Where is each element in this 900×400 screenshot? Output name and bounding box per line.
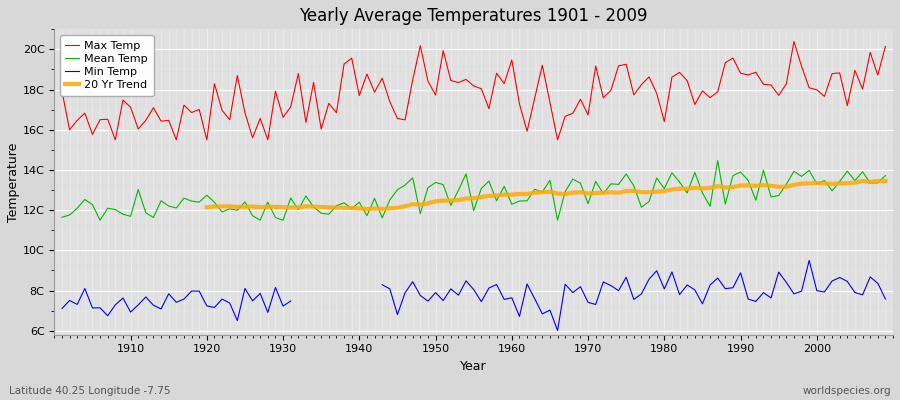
20 Yr Trend: [788, 182, 799, 187]
Max Temp: [788, 39, 799, 44]
20 Yr Trend: [880, 178, 891, 183]
Line: 20 Yr Trend: 20 Yr Trend: [207, 181, 886, 209]
Max Temp: [606, 88, 616, 93]
Min Temp: [507, 295, 517, 300]
20 Yr Trend: [292, 205, 303, 210]
Max Temp: [507, 58, 517, 62]
Max Temp: [57, 89, 68, 94]
Min Temp: [118, 296, 129, 300]
Line: Max Temp: Max Temp: [62, 42, 886, 140]
Max Temp: [110, 138, 121, 142]
Min Temp: [606, 283, 616, 288]
Max Temp: [292, 71, 303, 76]
20 Yr Trend: [682, 186, 693, 191]
Mean Temp: [292, 207, 303, 212]
Line: Mean Temp: Mean Temp: [62, 160, 886, 220]
Title: Yearly Average Temperatures 1901 - 2009: Yearly Average Temperatures 1901 - 2009: [300, 7, 648, 25]
Mean Temp: [507, 202, 517, 207]
Max Temp: [338, 62, 349, 66]
Mean Temp: [880, 173, 891, 178]
Mean Temp: [57, 215, 68, 220]
Y-axis label: Temperature: Temperature: [7, 142, 20, 222]
Text: worldspecies.org: worldspecies.org: [803, 386, 891, 396]
20 Yr Trend: [415, 202, 426, 207]
20 Yr Trend: [857, 178, 868, 183]
Min Temp: [514, 314, 525, 319]
Text: Latitude 40.25 Longitude -7.75: Latitude 40.25 Longitude -7.75: [9, 386, 170, 396]
Mean Temp: [606, 181, 616, 186]
Mean Temp: [125, 214, 136, 219]
Min Temp: [57, 306, 68, 311]
Mean Temp: [514, 199, 525, 204]
Min Temp: [285, 299, 296, 304]
20 Yr Trend: [362, 207, 373, 212]
20 Yr Trend: [773, 184, 784, 189]
Min Temp: [880, 297, 891, 302]
Line: Min Temp: Min Temp: [62, 260, 886, 330]
Legend: Max Temp, Mean Temp, Min Temp, 20 Yr Trend: Max Temp, Mean Temp, Min Temp, 20 Yr Tre…: [60, 35, 154, 96]
20 Yr Trend: [202, 205, 212, 210]
20 Yr Trend: [865, 180, 876, 184]
Max Temp: [514, 102, 525, 106]
Max Temp: [125, 105, 136, 110]
Mean Temp: [338, 200, 349, 205]
Mean Temp: [94, 218, 105, 223]
Max Temp: [880, 44, 891, 49]
Mean Temp: [712, 158, 723, 163]
X-axis label: Year: Year: [461, 360, 487, 373]
